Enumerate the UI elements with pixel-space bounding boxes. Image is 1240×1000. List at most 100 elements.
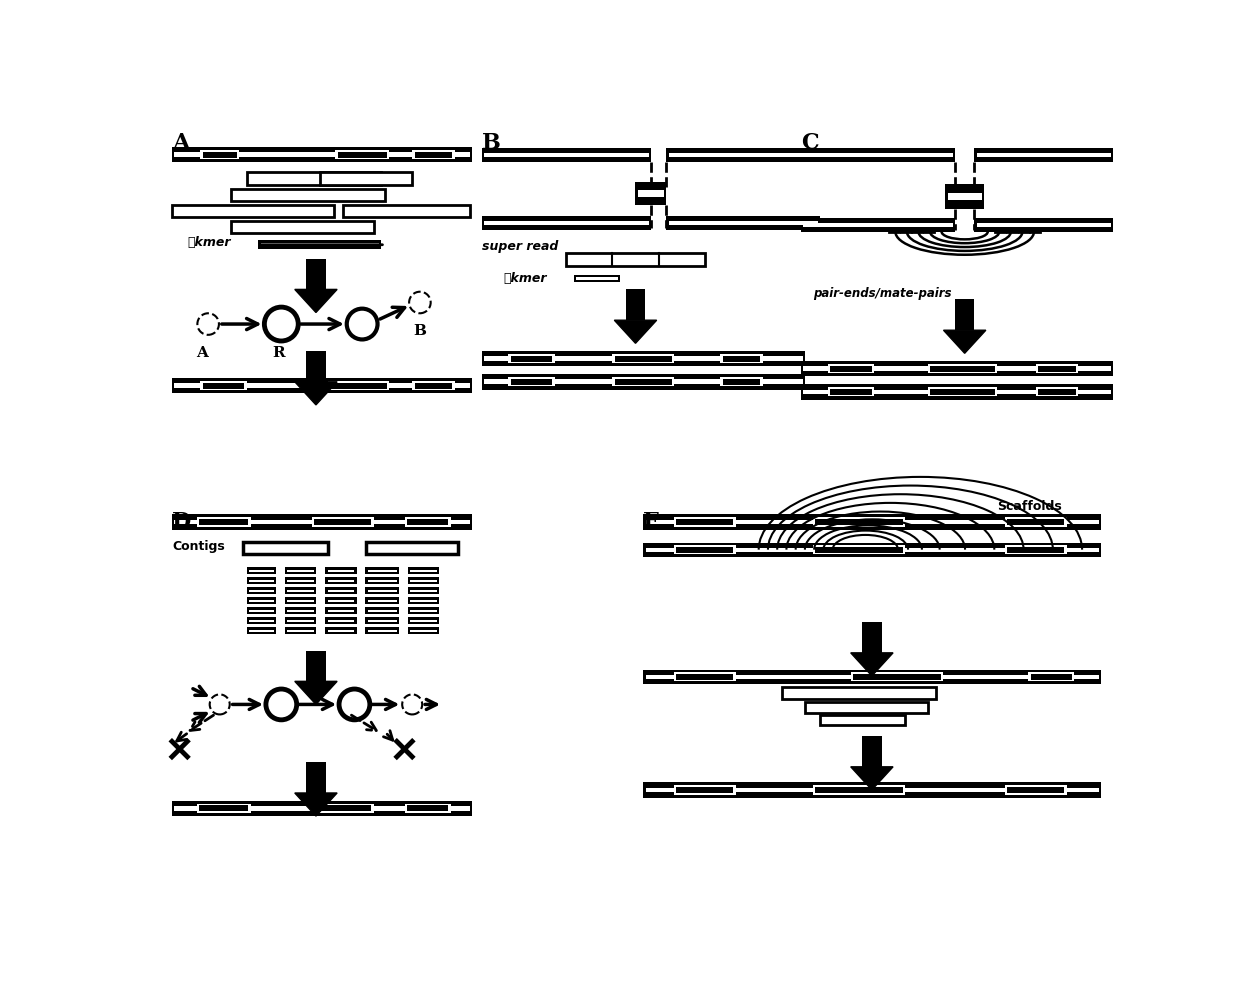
Bar — [288, 590, 312, 592]
Bar — [410, 610, 434, 612]
Bar — [851, 672, 944, 681]
Bar — [366, 587, 394, 594]
Bar — [410, 580, 434, 582]
Bar — [370, 587, 399, 594]
Bar — [286, 567, 316, 574]
Bar — [247, 587, 277, 594]
Bar — [646, 520, 1099, 524]
Bar — [289, 570, 314, 572]
Bar — [781, 687, 936, 699]
Circle shape — [409, 292, 430, 313]
Bar — [312, 517, 373, 527]
Bar — [203, 383, 244, 389]
Text: 大kmer: 大kmer — [503, 272, 547, 285]
Bar — [367, 620, 392, 622]
Bar — [367, 597, 397, 604]
Bar — [329, 620, 353, 622]
Bar — [668, 153, 818, 157]
Bar — [1030, 674, 1073, 680]
Bar — [175, 152, 470, 157]
Bar — [955, 299, 975, 330]
Bar — [675, 545, 735, 554]
Bar — [326, 577, 356, 584]
Text: Scaffolds: Scaffolds — [997, 500, 1063, 513]
Bar — [330, 580, 355, 582]
Bar — [367, 567, 397, 574]
Circle shape — [210, 694, 229, 714]
Bar — [327, 567, 357, 574]
Bar — [327, 597, 357, 604]
Bar — [720, 377, 763, 386]
Bar — [481, 374, 805, 389]
Bar — [481, 216, 651, 230]
Bar — [172, 514, 472, 530]
Bar — [247, 567, 277, 574]
Bar — [410, 590, 434, 592]
Bar — [288, 610, 312, 612]
Bar — [977, 223, 1111, 227]
Bar — [508, 377, 554, 386]
Bar — [258, 240, 382, 249]
Text: B: B — [414, 324, 427, 338]
Bar — [646, 675, 1099, 679]
Bar — [327, 610, 352, 612]
Bar — [410, 617, 439, 624]
Bar — [315, 519, 372, 525]
Bar — [370, 610, 394, 612]
Bar — [201, 150, 239, 159]
Bar — [249, 570, 274, 572]
Bar — [370, 620, 394, 622]
Bar — [197, 517, 250, 527]
Bar — [329, 580, 353, 582]
Bar — [372, 590, 397, 592]
Bar — [414, 152, 453, 158]
Text: pair-ends/mate-pairs: pair-ends/mate-pairs — [812, 287, 951, 300]
Bar — [370, 590, 394, 592]
Bar — [1038, 366, 1076, 372]
Bar — [574, 275, 620, 282]
Bar — [815, 787, 903, 793]
Bar — [408, 587, 436, 594]
Bar — [286, 597, 316, 604]
Circle shape — [347, 309, 377, 339]
Bar — [329, 600, 353, 602]
Bar — [615, 356, 672, 362]
Bar — [666, 216, 821, 230]
Bar — [326, 617, 356, 624]
Bar — [288, 580, 312, 582]
Bar — [408, 597, 436, 604]
Bar — [1028, 672, 1074, 681]
Circle shape — [197, 313, 219, 335]
Bar — [412, 150, 455, 159]
Bar — [201, 381, 247, 390]
Bar — [306, 762, 326, 793]
Bar — [320, 172, 412, 185]
Bar — [637, 190, 663, 197]
Bar — [723, 356, 760, 362]
Bar — [812, 545, 905, 554]
Bar — [644, 514, 1101, 530]
Bar — [412, 600, 436, 602]
Bar — [231, 221, 373, 233]
Bar — [930, 366, 994, 372]
Text: A: A — [197, 346, 208, 360]
Bar — [410, 577, 439, 584]
Bar — [370, 617, 399, 624]
Bar — [676, 547, 733, 553]
Bar — [327, 627, 357, 634]
Bar — [175, 806, 470, 811]
Bar — [367, 580, 392, 582]
Bar — [408, 567, 436, 574]
Bar — [945, 184, 983, 209]
Bar — [367, 587, 397, 594]
Bar — [327, 577, 357, 584]
Bar — [326, 627, 356, 634]
Bar — [249, 590, 274, 592]
Bar — [289, 580, 314, 582]
Bar — [327, 587, 357, 594]
Bar — [285, 607, 315, 614]
Bar — [1006, 517, 1066, 527]
Bar — [198, 805, 248, 811]
Bar — [408, 577, 436, 584]
Bar — [626, 289, 645, 320]
